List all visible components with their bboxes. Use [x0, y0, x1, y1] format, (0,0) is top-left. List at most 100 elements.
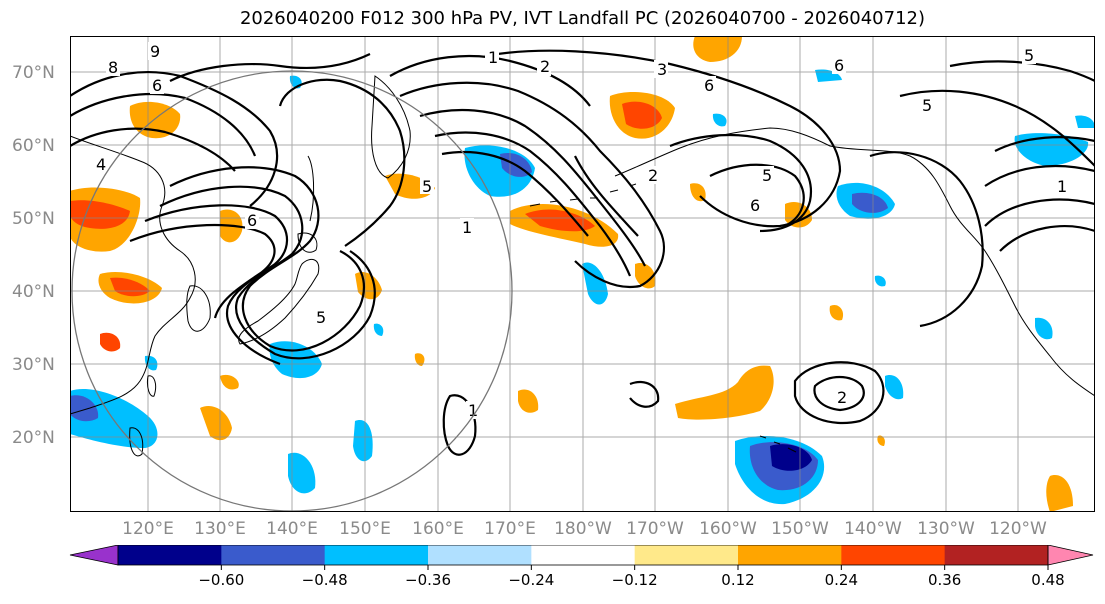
contour-line: [899, 89, 1095, 167]
contour-label: 6: [750, 196, 760, 215]
lon-label: 170°W: [626, 519, 684, 539]
anomaly-patch: [1035, 317, 1053, 340]
contour-line: [70, 127, 236, 172]
contour-line: [144, 204, 289, 366]
contour-line: [70, 92, 257, 157]
anomaly-patch: [100, 332, 121, 352]
anomaly-patch: [70, 200, 130, 229]
colorbar-segment: [841, 545, 946, 565]
lat-label: 60°N: [12, 136, 55, 156]
anomaly-patch: [288, 452, 316, 494]
map-panel: 1 2 3 4 6 8 9 6 6 5 6 2 1 1: [70, 36, 1095, 512]
contour-label: 6: [152, 76, 162, 95]
map-frame: [70, 36, 1095, 512]
contour-line: [813, 375, 865, 412]
contour-line: [278, 78, 406, 247]
pv-contours: [70, 49, 1095, 456]
anomaly-patch: [220, 374, 239, 390]
contour-line: [169, 53, 371, 82]
colorbar-tick-label: 0.36: [928, 571, 961, 589]
aleutian-islands: [529, 183, 637, 207]
colorbar-segment: [324, 545, 429, 565]
contour-line: [669, 133, 813, 233]
colorbar-extend-high: [1047, 545, 1094, 566]
hawaii-islands: [759, 435, 797, 453]
colorbar-frame: [117, 545, 1049, 566]
contour-line: [793, 361, 885, 425]
contour-label: 5: [1024, 46, 1034, 65]
contour-line: [869, 151, 984, 328]
contour-line: [389, 54, 591, 107]
colorbar-tick-label: −0.12: [612, 571, 658, 589]
colorbar-segment: [634, 545, 739, 565]
colorbar-ticks: −0.60 −0.48 −0.36 −0.24 −0.12 0.12 0.24 0.36 0.4…: [198, 565, 1065, 589]
anomaly-patch: [693, 36, 742, 62]
contour-label: 1: [1057, 177, 1067, 196]
graticule: [70, 36, 1095, 512]
contour-line: [159, 185, 376, 360]
anomaly-patch: [414, 353, 425, 366]
contour-line: [399, 81, 665, 289]
colorbar-segments: [69, 545, 1094, 566]
lat-label: 30°N: [12, 355, 55, 375]
colorbar-segment: [944, 545, 1049, 565]
contour-label: 1: [462, 218, 472, 237]
anomaly-patch: [712, 113, 727, 127]
anomaly-patch: [885, 375, 904, 400]
contour-label: 2: [540, 57, 550, 76]
hokkaido-coastline: [297, 232, 318, 253]
taiwan-coastline: [147, 375, 157, 397]
asia-coastline: [70, 135, 196, 415]
lon-label: 180°W: [554, 519, 612, 539]
contour-label: 5: [422, 177, 432, 196]
coastlines: [70, 75, 1095, 457]
contour-line: [574, 155, 639, 237]
contour-line: [984, 164, 1095, 187]
colorbar-extend-low: [69, 545, 119, 566]
contour-line: [434, 131, 632, 277]
map-title: 2026040200 F012 300 hPa PV, IVT Landfall…: [239, 8, 926, 29]
contour-label: 4: [96, 155, 106, 174]
anomaly-patch: [770, 444, 812, 471]
contour-labels: 1 2 3 4 6 8 9 6 6 5 6 2 1 1: [94, 42, 1069, 420]
colorbar-segment: [531, 545, 636, 565]
anomaly-patch: [70, 395, 99, 422]
colorbar-segment: [428, 545, 532, 565]
contour-line: [169, 166, 365, 352]
colorbar-segment: [738, 545, 842, 565]
contour-label: 2: [648, 166, 658, 185]
colorbar: −0.60 −0.48 −0.36 −0.24 −0.12 0.12 0.24 0.36 0.4…: [69, 545, 1094, 589]
contour-line: [949, 60, 1095, 82]
contour-line: [484, 49, 842, 228]
lon-label: 150°E: [339, 519, 391, 539]
lat-label: 50°N: [12, 209, 55, 229]
contour-line: [629, 380, 660, 408]
contour-label: 6: [834, 56, 844, 75]
contour-label: 9: [150, 42, 160, 61]
lat-label: 20°N: [12, 428, 55, 448]
anomaly-fills: [70, 36, 1095, 512]
contour-line: [994, 136, 1095, 152]
colorbar-tick-label: 0.48: [1031, 571, 1064, 589]
lon-label: 120°E: [122, 519, 174, 539]
contour-line: [999, 225, 1095, 252]
anomaly-patch: [1046, 475, 1073, 512]
contour-label: 3: [657, 60, 667, 79]
lon-label: 140°E: [266, 519, 318, 539]
anomaly-patch: [518, 389, 539, 413]
anomaly-patch: [874, 275, 886, 287]
lon-label: 130°W: [917, 519, 975, 539]
contour-line: [984, 198, 1095, 227]
japan-coastline: [238, 258, 320, 345]
contour-label: 5: [316, 308, 326, 327]
colorbar-segment: [118, 545, 222, 565]
lon-label: 170°E: [484, 519, 536, 539]
anomaly-patch: [373, 323, 384, 336]
alaska-coastline: [614, 127, 1095, 397]
contour-line: [419, 108, 646, 267]
contour-label: 6: [704, 76, 714, 95]
lon-label: 120°W: [989, 519, 1047, 539]
contour-label: 2: [837, 388, 847, 407]
contour-label: 5: [762, 166, 772, 185]
anomaly-patch: [877, 435, 885, 446]
